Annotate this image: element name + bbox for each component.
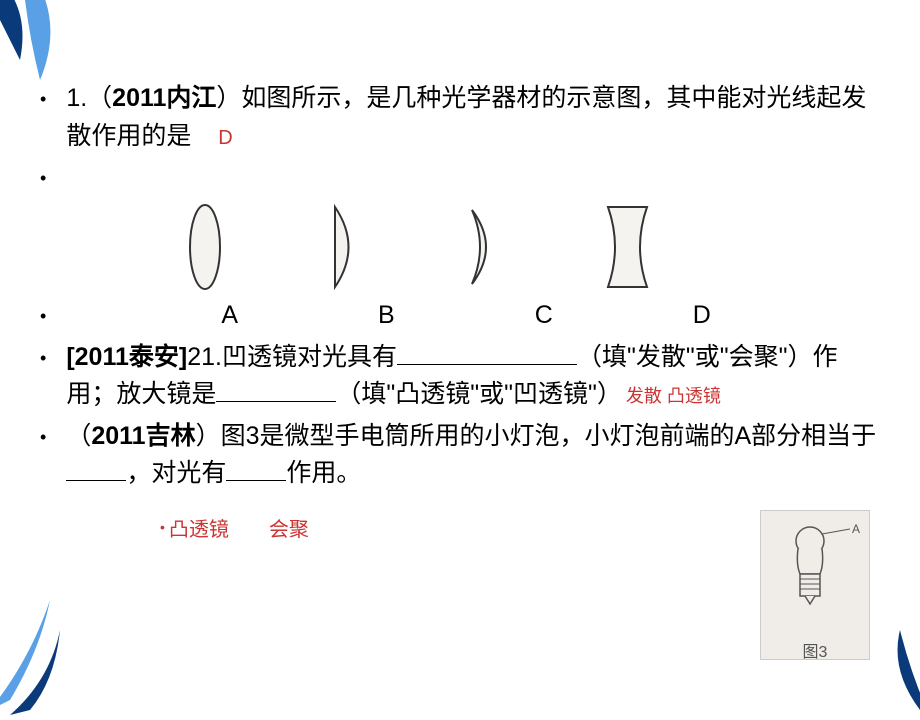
question-1: • 1.（2011内江）如图所示，是几种光学器材的示意图，其中能对光线起发散作用… [40,80,880,155]
question-2: • [2011泰安]21.凹透镜对光具有（填"发散"或"会聚"）作用；放大镜是（… [40,339,880,414]
labels-row: A B C D [221,297,711,335]
q2-suffix3: （填"凸透镜"或"凹透镜"） [336,380,622,408]
bullet: • [40,424,46,451]
lens-a-convex [180,202,230,292]
q3-source: 2011吉林 [91,422,195,450]
blank-4 [226,456,286,481]
question-3: • （2011吉林）图3是微型手电筒所用的小灯泡，小灯泡前端的A部分相当于 ，对光… [40,418,880,493]
q3-prefix: （ [66,422,91,450]
lens-c-meniscus [460,202,510,292]
labels-line: • A B C D [40,297,880,335]
empty-bullet-1: • [40,159,880,192]
bullet: • [40,165,46,192]
blank-1 [397,340,577,365]
q2-prefix: [ [66,343,74,371]
label-c: C [535,297,553,335]
label-b: B [378,297,395,335]
figure-caption: 图3 [769,638,861,662]
bullet: • [40,303,46,330]
answer-bullet: • [160,519,165,535]
q2-answer: 发散 凸透镜 [626,386,721,406]
decoration-bottom-left [0,580,100,720]
q3-answer2: 会聚 [269,513,309,542]
blank-3 [66,456,126,481]
q3-suffix2: ，对光有 [126,459,226,487]
label-a: A [221,297,238,335]
q1-prefix: 1.（ [66,84,112,112]
lens-d-concave [600,202,655,292]
gap [229,513,269,542]
q3-answer1: 凸透镜 [169,513,229,542]
bullet: • [40,345,46,372]
q2-text: [2011泰安]21.凹透镜对光具有（填"发散"或"会聚"）作用；放大镜是（填"… [66,339,880,414]
q1-answer: D [218,127,232,149]
lens-diagram-row [180,202,880,292]
q2-source: 2011泰安 [75,343,179,371]
bulb-svg: A [770,519,860,629]
q1-source: 2011内江 [112,84,216,112]
slide-content: • 1.（2011内江）如图所示，是几种光学器材的示意图，其中能对光线起发散作用… [40,80,880,542]
bulb-label-a: A [852,522,860,536]
figure-3-bulb: A 图3 [760,510,870,660]
q1-text: 1.（2011内江）如图所示，是几种光学器材的示意图，其中能对光线起发散作用的是… [66,80,880,155]
bullet: • [40,86,46,113]
q3-text: （2011吉林）图3是微型手电筒所用的小灯泡，小灯泡前端的A部分相当于 ，对光有 作… [66,418,880,493]
blank-2 [216,377,336,402]
lens-b-plano-convex [320,202,370,292]
q3-suffix3: 作用。 [286,459,361,487]
label-d: D [693,297,711,335]
q3-suffix1: ）图3是微型手电筒所用的小灯泡，小灯泡前端的A部分相当于 [196,422,877,450]
